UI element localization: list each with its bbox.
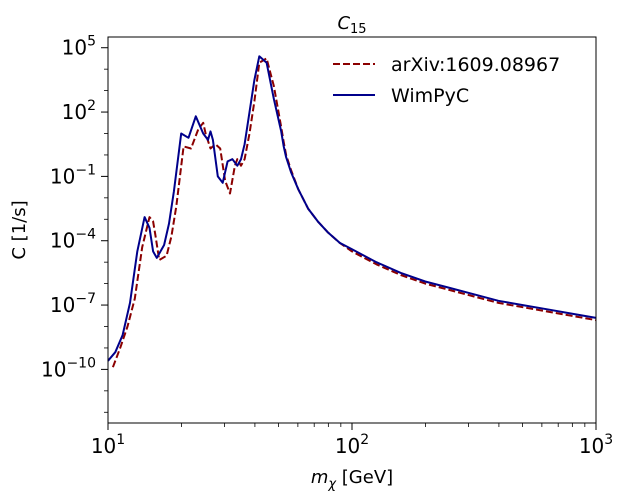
legend-label-wimpyc: WimPyC: [391, 85, 469, 107]
y-tick-label: 10−4: [50, 227, 96, 253]
y-minor-ticks: [104, 68, 108, 413]
y-major-ticks: 10−10 10−7 10−4 10−1 102 105: [41, 34, 108, 381]
series-line-arxiv: [111, 57, 597, 368]
chart-title: C15: [337, 13, 366, 37]
y-tick-label: 105: [62, 34, 96, 60]
y-axis-label: C [1/s]: [9, 200, 30, 259]
y-tick-label: 10−1: [50, 162, 96, 188]
x-minor-ticks: [181, 423, 586, 427]
plot-background: [108, 37, 596, 423]
series-layer: [107, 55, 597, 368]
y-tick-label: 102: [62, 98, 96, 124]
x-tick-label: 102: [335, 432, 369, 458]
y-tick-label: 10−7: [50, 291, 96, 317]
x-tick-label: 101: [91, 432, 125, 458]
y-tick-label: 10−10: [41, 355, 96, 381]
legend: arXiv:1609.08967 WimPyC: [333, 54, 560, 107]
series-line-wimpyc: [107, 55, 597, 362]
chart-title-subscript: 15: [350, 22, 367, 37]
x-axis-label: mχ [GeV]: [311, 467, 393, 492]
plot-frame: [107, 36, 597, 424]
x-tick-label: 103: [579, 432, 613, 458]
x-major-ticks: 101 102 103: [91, 423, 613, 458]
legend-label-arxiv: arXiv:1609.08967: [391, 54, 560, 76]
